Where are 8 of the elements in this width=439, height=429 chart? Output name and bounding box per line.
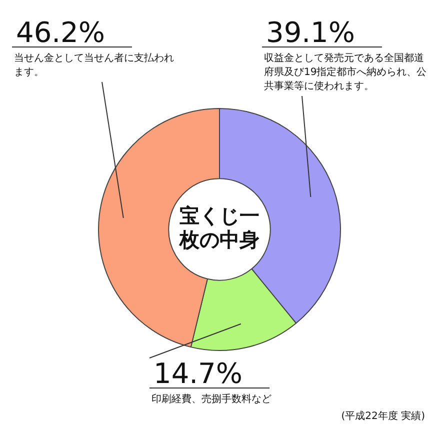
slice-label: 印刷経費、売捌手数料など xyxy=(152,393,272,405)
data-label: 39.1% xyxy=(266,16,355,49)
text: (平成22年度 実績) xyxy=(341,410,426,422)
slice-label: 収益金として発売元である全国都道府県及び19指定都市へ納められ、公共事業等に使われます。 xyxy=(264,52,427,92)
slice-label: 当せん金として当せん者に支払われます。 xyxy=(14,52,174,78)
data-label: 46.2% xyxy=(16,16,105,49)
data-label: 14.7% xyxy=(154,357,242,390)
text: 宝くじ一枚の中身 xyxy=(178,204,260,252)
